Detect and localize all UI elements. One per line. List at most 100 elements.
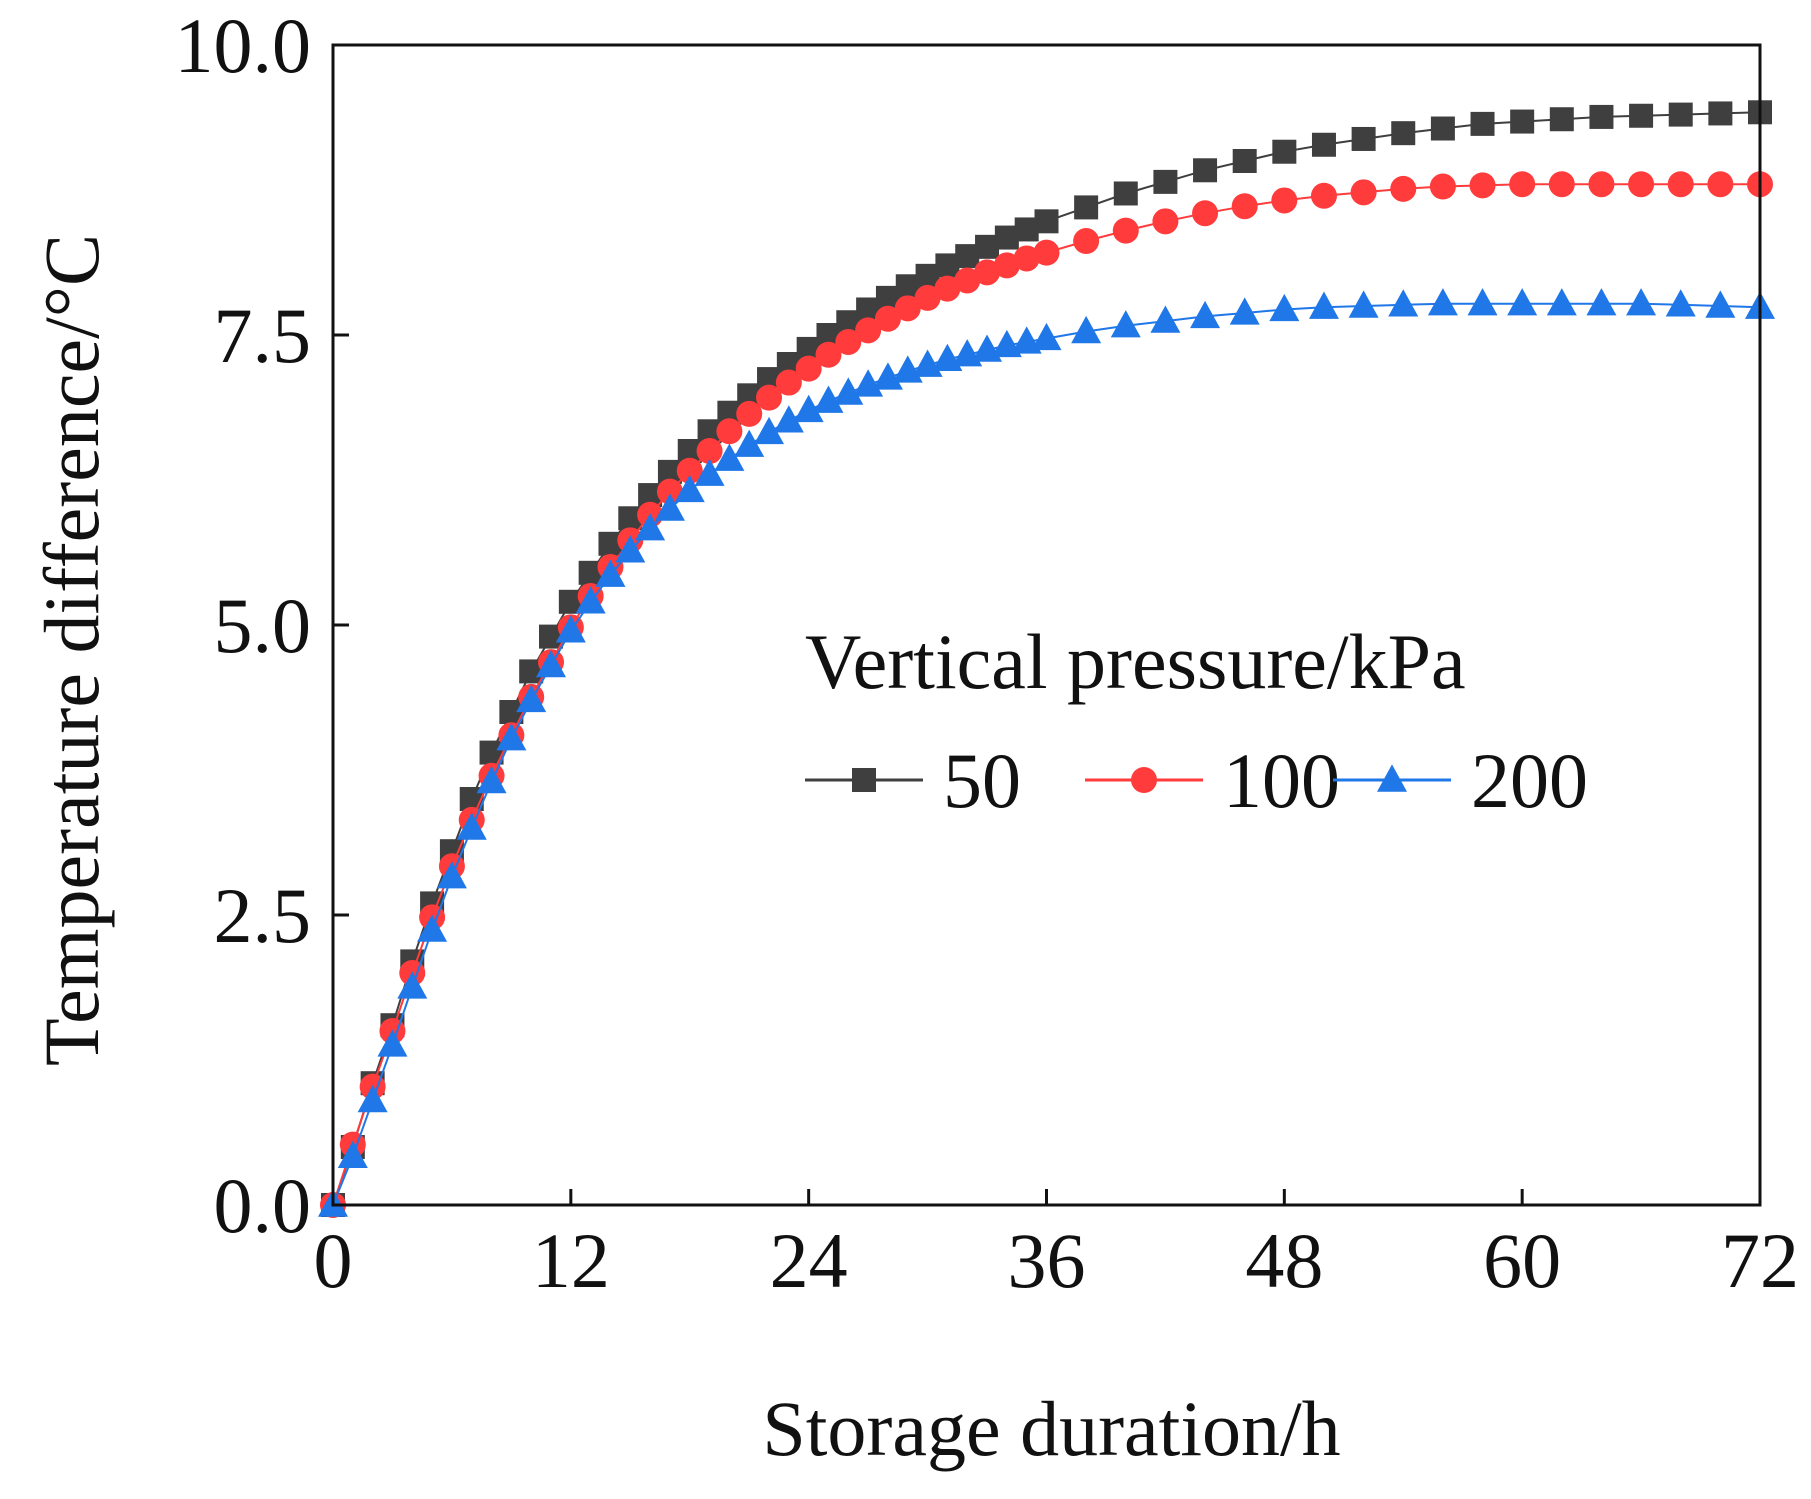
data-point-200 bbox=[1427, 288, 1458, 316]
data-point-200 bbox=[436, 861, 467, 889]
data-point-50 bbox=[1232, 149, 1257, 173]
data-point-100 bbox=[993, 252, 1020, 279]
data-point-100 bbox=[1073, 228, 1100, 255]
data-point-200 bbox=[1705, 290, 1736, 318]
data-point-100 bbox=[1390, 175, 1417, 202]
legend-marker-50 bbox=[852, 768, 876, 792]
data-point-200 bbox=[397, 971, 428, 999]
data-point-100 bbox=[1112, 217, 1139, 244]
data-point-50 bbox=[1629, 103, 1654, 128]
data-point-200 bbox=[1586, 288, 1617, 316]
x-tick-label: 24 bbox=[770, 1217, 848, 1304]
data-point-200 bbox=[536, 650, 567, 678]
data-point-200 bbox=[734, 429, 765, 457]
data-point-200 bbox=[1507, 288, 1538, 316]
ticks-layer: 0 12 24 36 48 60 72 0.0 2.5 5.0 7.5 10.0 bbox=[175, 2, 1800, 1304]
data-point-200 bbox=[654, 493, 685, 521]
legend-items: 50 100 200 bbox=[805, 737, 1588, 824]
data-point-100 bbox=[795, 355, 822, 382]
data-point-50 bbox=[1351, 126, 1376, 151]
data-point-100 bbox=[1509, 171, 1536, 198]
data-point-100 bbox=[974, 259, 1001, 286]
x-tick-label: 0 bbox=[314, 1217, 353, 1304]
data-point-200 bbox=[1190, 300, 1221, 329]
data-point-200 bbox=[357, 1085, 388, 1113]
data-point-200 bbox=[635, 513, 666, 541]
legend-item-50: 50 bbox=[805, 737, 1021, 824]
legend: Vertical pressure/kPa 50 100 200 bbox=[805, 618, 1588, 824]
x-tick-label: 12 bbox=[532, 1217, 610, 1304]
y-axis-title: Temperature difference/°C bbox=[28, 234, 115, 1066]
data-point-200 bbox=[1150, 305, 1181, 333]
data-point-50 bbox=[1311, 132, 1336, 157]
data-point-200 bbox=[595, 559, 626, 587]
data-point-100 bbox=[1033, 239, 1060, 266]
data-point-50 bbox=[1193, 158, 1218, 183]
data-point-100 bbox=[855, 317, 882, 344]
y-tick-label: 5.0 bbox=[214, 582, 312, 669]
data-point-100 bbox=[716, 418, 743, 445]
data-point-200 bbox=[674, 474, 705, 503]
data-point-200 bbox=[1308, 291, 1339, 319]
data-point-50 bbox=[1589, 104, 1614, 129]
legend-item-200: 200 bbox=[1333, 737, 1588, 824]
data-point-100 bbox=[1271, 187, 1298, 214]
data-point-200 bbox=[773, 405, 804, 433]
data-point-200 bbox=[456, 812, 487, 840]
data-point-100 bbox=[1310, 182, 1337, 209]
data-point-100 bbox=[1152, 208, 1179, 235]
legend-title: Vertical pressure/kPa bbox=[805, 618, 1466, 705]
y-tick-label: 7.5 bbox=[214, 292, 312, 379]
data-point-100 bbox=[736, 400, 763, 427]
data-point-50 bbox=[1668, 102, 1693, 127]
data-point-100 bbox=[1588, 171, 1615, 198]
data-point-200 bbox=[1388, 289, 1419, 317]
data-point-50 bbox=[1272, 139, 1297, 164]
data-point-200 bbox=[1626, 288, 1657, 316]
data-point-100 bbox=[656, 478, 683, 505]
data-point-100 bbox=[676, 457, 703, 484]
data-point-100 bbox=[1667, 171, 1694, 198]
data-point-50 bbox=[1430, 116, 1455, 141]
data-point-200 bbox=[1031, 322, 1062, 351]
data-point-200 bbox=[1110, 310, 1141, 338]
data-point-100 bbox=[696, 438, 723, 464]
series-200 bbox=[318, 288, 1775, 1217]
data-point-100 bbox=[1469, 172, 1496, 199]
data-point-200 bbox=[516, 684, 547, 713]
y-tick-label: 2.5 bbox=[214, 872, 312, 959]
data-point-200 bbox=[377, 1029, 408, 1057]
data-point-100 bbox=[835, 328, 862, 355]
data-point-100 bbox=[894, 295, 921, 322]
data-point-100 bbox=[874, 305, 901, 332]
series-layer bbox=[318, 100, 1775, 1218]
y-tick-label: 0.0 bbox=[214, 1162, 312, 1249]
data-point-200 bbox=[417, 914, 448, 942]
data-point-100 bbox=[954, 267, 981, 294]
data-point-100 bbox=[1707, 171, 1734, 198]
x-tick-label: 72 bbox=[1721, 1217, 1799, 1304]
data-point-200 bbox=[833, 377, 864, 405]
data-point-200 bbox=[575, 586, 606, 614]
data-point-200 bbox=[1665, 289, 1696, 317]
data-point-100 bbox=[914, 284, 941, 311]
data-point-200 bbox=[615, 535, 646, 563]
data-point-200 bbox=[555, 615, 586, 643]
data-point-100 bbox=[756, 384, 783, 411]
data-point-50 bbox=[1510, 109, 1535, 134]
legend-marker-100 bbox=[1131, 767, 1157, 793]
data-point-50 bbox=[1549, 107, 1574, 132]
data-point-100 bbox=[1192, 200, 1219, 227]
data-point-50 bbox=[1391, 121, 1416, 146]
x-tick-label: 48 bbox=[1245, 1217, 1323, 1304]
data-point-200 bbox=[853, 369, 884, 397]
data-point-50 bbox=[1113, 181, 1138, 206]
data-point-100 bbox=[1350, 179, 1377, 206]
data-point-200 bbox=[1071, 315, 1102, 344]
x-tick-label: 60 bbox=[1483, 1217, 1561, 1304]
legend-label: 50 bbox=[943, 737, 1021, 824]
data-point-200 bbox=[694, 458, 725, 486]
legend-item-100: 100 bbox=[1085, 737, 1340, 824]
data-point-50 bbox=[1470, 111, 1495, 136]
